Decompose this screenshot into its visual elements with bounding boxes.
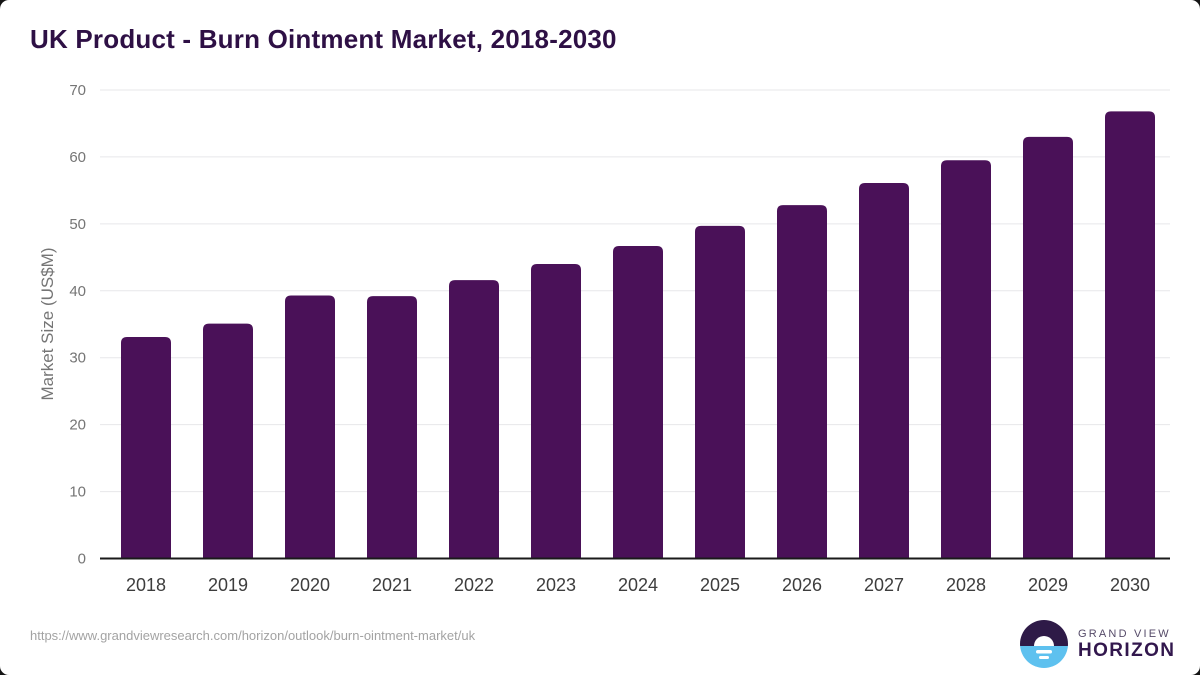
y-tick-label-10: 10 [69, 484, 86, 501]
x-tick-label-2027: 2027 [864, 575, 904, 595]
logo-text: GRAND VIEW HORIZON [1078, 627, 1175, 661]
bar-2026 [777, 205, 827, 559]
x-tick-label-2021: 2021 [372, 575, 412, 595]
y-tick-label-70: 70 [69, 82, 86, 99]
bar-2018 [121, 336, 171, 559]
bar-2023 [531, 264, 581, 559]
x-tick-label-2018: 2018 [126, 575, 166, 595]
x-tick-label-2023: 2023 [536, 575, 576, 595]
x-tick-label-2030: 2030 [1110, 575, 1150, 595]
bar-2027 [859, 183, 909, 559]
y-tick-label-40: 40 [69, 283, 86, 300]
bar-2025 [695, 225, 745, 559]
grand-view-horizon-logo: GRAND VIEW HORIZON [1020, 620, 1175, 668]
logo-reflection-2 [1039, 656, 1049, 659]
bar-2030 [1105, 111, 1155, 559]
x-tick-label-2022: 2022 [454, 575, 494, 595]
y-tick-label-50: 50 [69, 216, 86, 233]
bar-2021 [367, 296, 417, 559]
logo-brand-line1: GRAND VIEW [1078, 628, 1171, 640]
logo-brand-line2: HORIZON [1078, 640, 1176, 661]
y-tick-label-30: 30 [69, 350, 86, 367]
bar-2022 [449, 280, 499, 559]
logo-sun [1034, 636, 1054, 646]
y-tick-label-0: 0 [78, 551, 86, 568]
y-tick-label-60: 60 [69, 149, 86, 166]
bar-2020 [285, 295, 335, 559]
x-tick-label-2019: 2019 [208, 575, 248, 595]
y-axis-title: Market Size (US$M) [38, 247, 57, 401]
bar-2024 [613, 245, 663, 559]
x-tick-label-2026: 2026 [782, 575, 822, 595]
x-tick-label-2028: 2028 [946, 575, 986, 595]
bar-2028 [941, 160, 991, 559]
x-tick-label-2020: 2020 [290, 575, 330, 595]
bar-2029 [1023, 136, 1073, 559]
chart-title: UK Product - Burn Ointment Market, 2018-… [30, 24, 617, 54]
x-tick-label-2029: 2029 [1028, 575, 1068, 595]
source-url: https://www.grandviewresearch.com/horizo… [30, 628, 476, 643]
y-tick-label-20: 20 [69, 417, 86, 434]
logo-reflection-1 [1036, 650, 1052, 654]
x-tick-label-2025: 2025 [700, 575, 740, 595]
bar-2019 [203, 323, 253, 559]
horizon-sun-icon [1020, 620, 1068, 668]
x-tick-label-2024: 2024 [618, 575, 658, 595]
